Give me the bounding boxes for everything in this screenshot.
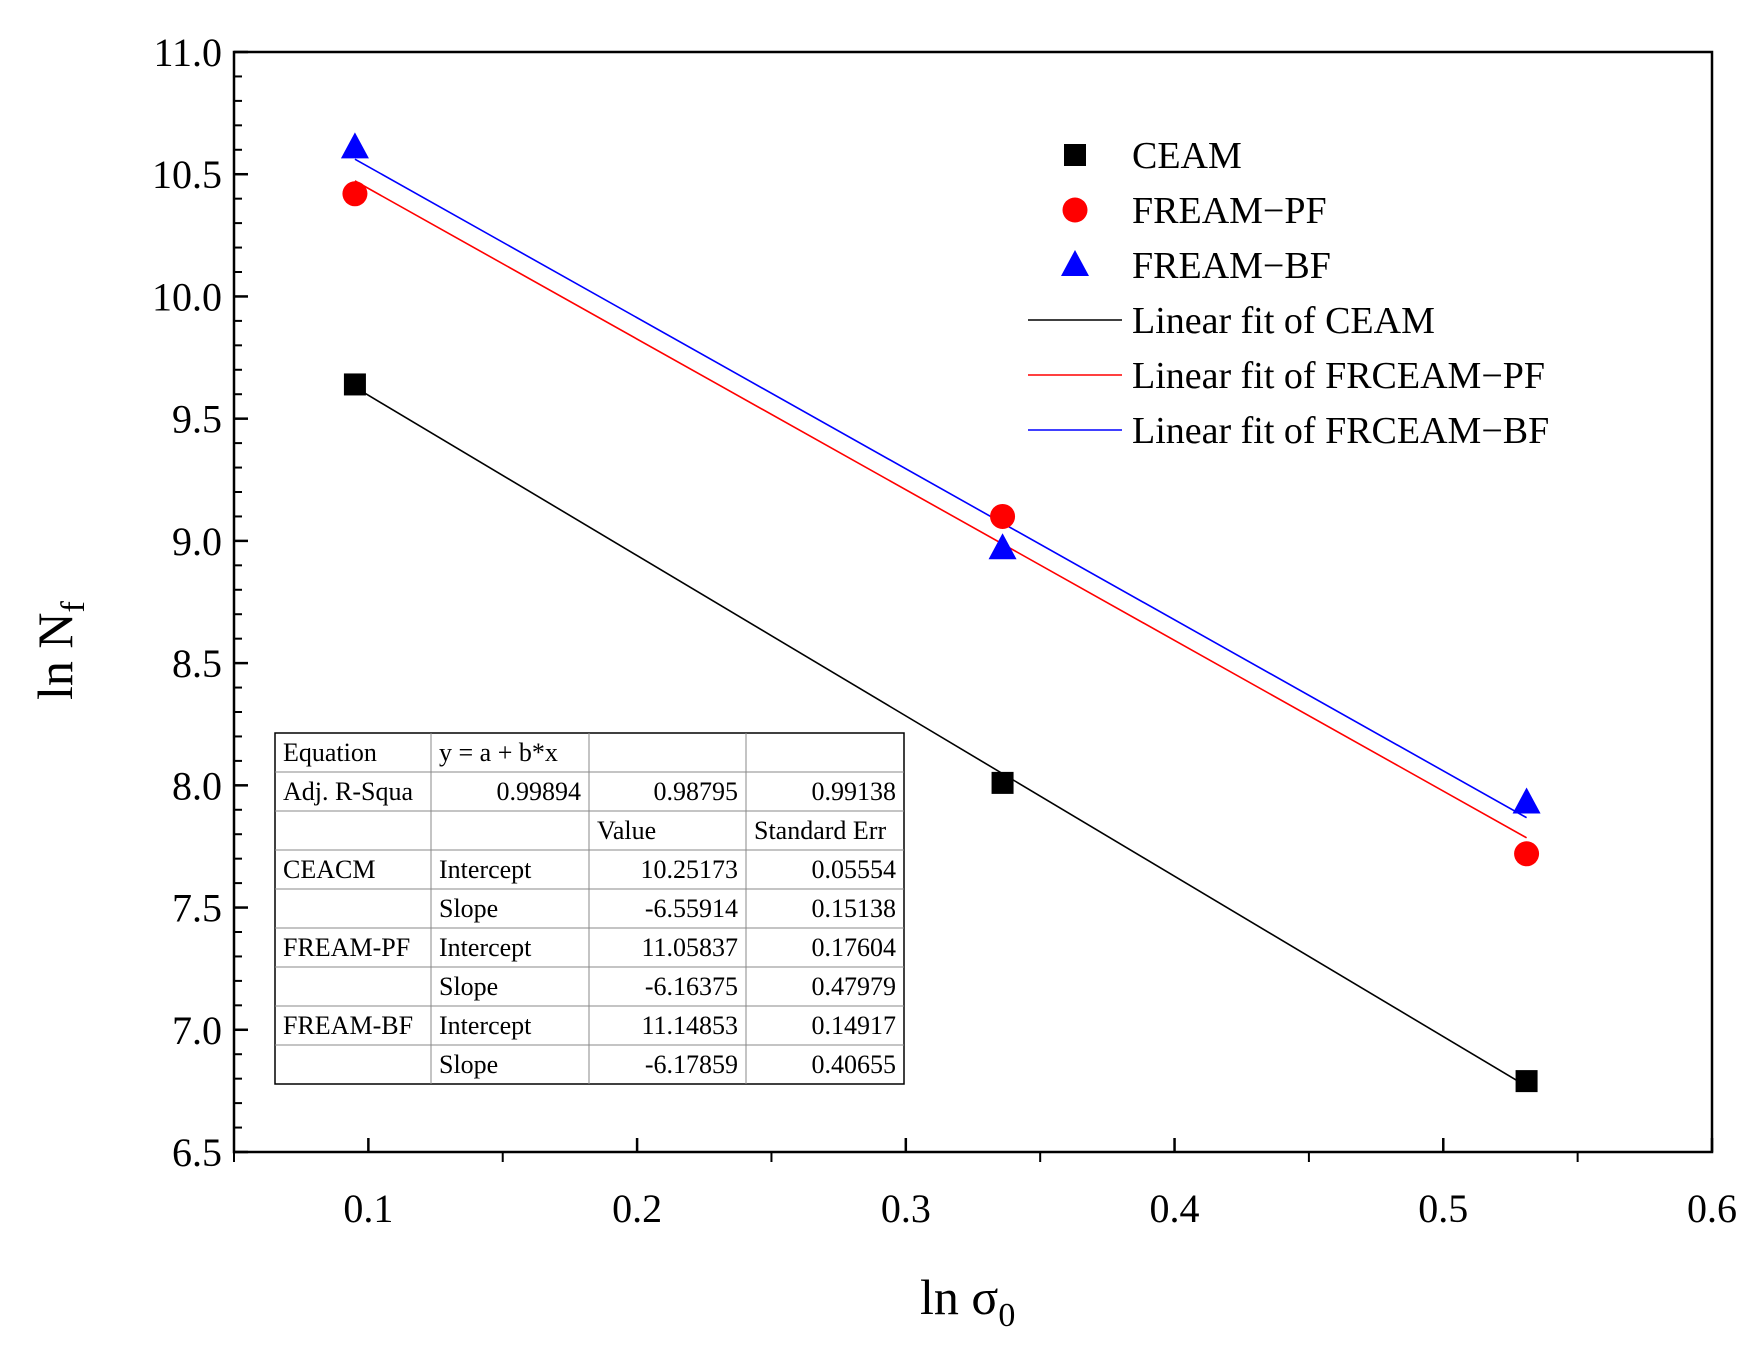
- table-cell: CEACM: [283, 855, 375, 884]
- y-tick-label: 8.0: [172, 763, 222, 808]
- table-cell: FREAM-BF: [283, 1011, 413, 1040]
- data-point-triangle: [340, 132, 369, 159]
- table-cell: y = a + b*x: [439, 738, 558, 767]
- x-axis-title-subscript: 0: [998, 1297, 1015, 1334]
- x-tick-label: 0.4: [1150, 1186, 1200, 1231]
- x-tick-label: 0.1: [343, 1186, 393, 1231]
- data-point-circle: [342, 181, 368, 207]
- legend-marker-triangle: [1061, 250, 1089, 276]
- y-tick-label: 6.5: [172, 1130, 222, 1175]
- table-cell: 0.14917: [812, 1011, 897, 1040]
- y-tick-label: 8.5: [172, 641, 222, 686]
- plot-frame: [232, 50, 1714, 1154]
- table-cell: 0.99138: [812, 777, 897, 806]
- table-cell: Slope: [439, 894, 498, 923]
- table-cell: 11.14853: [641, 1011, 738, 1040]
- legend-label: Linear fit of FRCEAM−PF: [1132, 355, 1545, 397]
- table-cell: -6.17859: [645, 1050, 738, 1079]
- legend-label: Linear fit of CEAM: [1132, 300, 1435, 342]
- fit-line-linear-fit-of-frceam-bf: [354, 158, 1527, 819]
- x-tick-label: 0.6: [1687, 1186, 1737, 1231]
- fit-statistics-table: Equation y = a + b*x Adj. R-Squa 0.99894 0.9…: [274, 732, 905, 1085]
- data-point-square: [1515, 1070, 1538, 1093]
- table-cell: -6.16375: [645, 972, 738, 1001]
- y-tick-label: 7.5: [172, 886, 222, 931]
- table-cell: 10.25173: [641, 855, 739, 884]
- y-axis-title: ln Nf: [27, 601, 92, 701]
- y-tick-label: 11.0: [153, 30, 222, 75]
- legend-label: FREAM−BF: [1132, 245, 1331, 287]
- table-cell: 0.05554: [812, 855, 897, 884]
- data-point-circle: [990, 503, 1016, 529]
- y-axis-title-subscript: f: [55, 601, 92, 613]
- table-cell: Slope: [439, 1050, 498, 1079]
- x-axis-title: ln σ0: [920, 1269, 1015, 1334]
- x-axis: 0.1 0.2 0.3 0.4 0.5 0.6: [233, 1138, 1737, 1231]
- table-cell: -6.55914: [645, 894, 738, 923]
- table-cell: FREAM-PF: [283, 933, 410, 962]
- table-cell: Standard Err: [754, 816, 886, 845]
- data-point-triangle: [988, 533, 1017, 560]
- y-tick-label: 7.0: [172, 1008, 222, 1053]
- y-axis-title-main: ln N: [27, 613, 83, 701]
- fit-line-linear-fit-of-ceam: [354, 386, 1527, 1087]
- data-markers: [340, 132, 1541, 1093]
- table-cell: Value: [597, 816, 656, 845]
- legend-label: Linear fit of FRCEAM−BF: [1132, 410, 1549, 452]
- table-cell: 0.17604: [812, 933, 897, 962]
- table-cell: Equation: [283, 738, 377, 767]
- table-cell: 0.47979: [812, 972, 897, 1001]
- legend: CEAM FREAM−PF FREAM−BF Linear fit of CEAM Li…: [1028, 135, 1549, 452]
- x-tick-label: 0.3: [881, 1186, 931, 1231]
- table-cell: 0.98795: [654, 777, 739, 806]
- data-point-square: [991, 771, 1014, 794]
- table-cell: Slope: [439, 972, 498, 1001]
- fit-lines: [354, 158, 1527, 1087]
- legend-label: FREAM−PF: [1132, 190, 1327, 232]
- table-cell: 11.05837: [641, 933, 738, 962]
- table-cell: Intercept: [439, 1011, 532, 1040]
- data-point-square: [343, 373, 366, 396]
- data-point-triangle: [1512, 787, 1541, 814]
- table-cell: 0.15138: [812, 894, 897, 923]
- legend-marker-circle: [1062, 197, 1088, 223]
- y-tick-label: 10.0: [152, 274, 222, 319]
- data-point-circle: [1514, 841, 1540, 867]
- y-tick-label: 9.5: [172, 397, 222, 442]
- x-tick-label: 0.5: [1418, 1186, 1468, 1231]
- x-tick-label: 0.2: [612, 1186, 662, 1231]
- y-tick-label: 10.5: [152, 152, 222, 197]
- x-axis-title-main: ln σ: [920, 1269, 998, 1325]
- fit-line-linear-fit-of-frceam-pf: [354, 180, 1527, 839]
- legend-marker-square: [1064, 144, 1086, 166]
- table-cell: Adj. R-Squa: [283, 777, 413, 806]
- table-cell: Intercept: [439, 855, 532, 884]
- y-tick-label: 9.0: [172, 519, 222, 564]
- table-cell: 0.99894: [497, 777, 582, 806]
- y-axis: 6.5 7.0 7.5 8.0 8.5 9.0 9.5 10.0 10.5 11.0: [152, 30, 248, 1175]
- table-cell: 0.40655: [812, 1050, 897, 1079]
- table-cell: Intercept: [439, 933, 532, 962]
- legend-label: CEAM: [1132, 135, 1242, 177]
